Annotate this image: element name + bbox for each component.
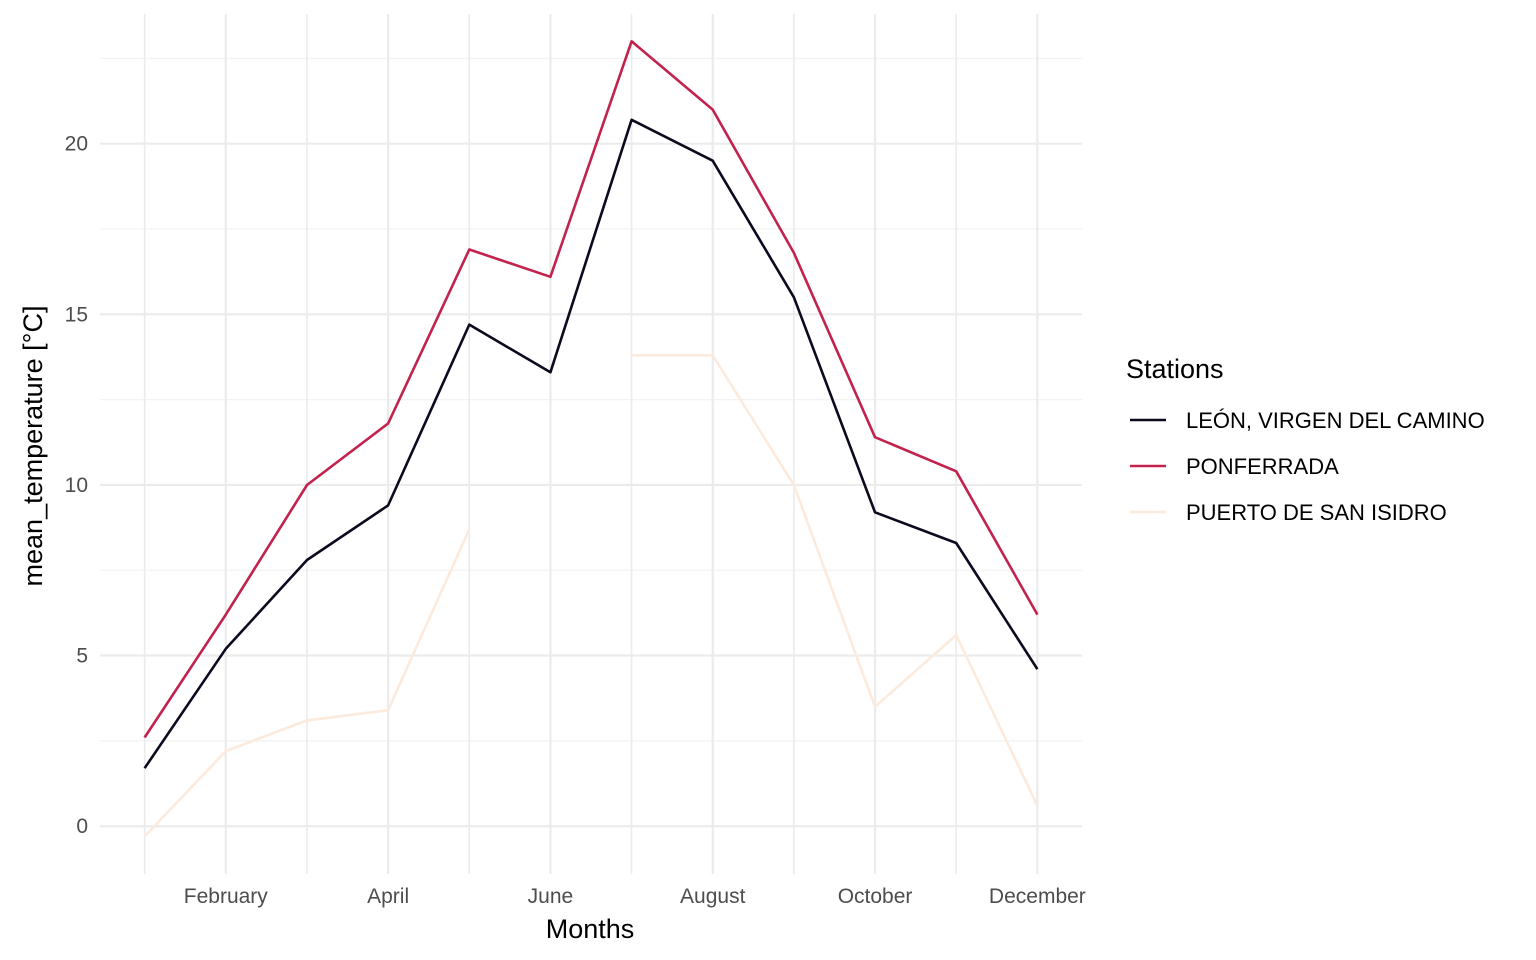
legend-title: Stations <box>1126 354 1224 384</box>
x-tick-label: October <box>838 885 913 908</box>
y-axis-tick-labels: 0 5 10 15 20 <box>65 133 88 839</box>
y-axis-title: mean_temperature [°C] <box>18 306 48 587</box>
x-tick-label: August <box>680 885 746 908</box>
series-line <box>143 354 1039 838</box>
minor-gridlines <box>100 57 1082 742</box>
major-gridlines <box>100 14 1082 874</box>
legend-item: LEÓN, VIRGEN DEL CAMINO <box>1130 408 1485 433</box>
y-tick-label: 10 <box>65 474 88 497</box>
series-lines <box>143 40 1039 838</box>
x-tick-label: June <box>528 885 574 908</box>
legend-item: PONFERRADA <box>1130 454 1339 479</box>
legend: Stations LEÓN, VIRGEN DEL CAMINO PONFERRA… <box>1126 354 1485 525</box>
legend-label: LEÓN, VIRGEN DEL CAMINO <box>1186 408 1485 433</box>
x-tick-label: April <box>367 885 409 908</box>
legend-label: PUERTO DE SAN ISIDRO <box>1186 500 1447 525</box>
series-line <box>143 40 1039 739</box>
legend-items: LEÓN, VIRGEN DEL CAMINO PONFERRADA PUERTO … <box>1130 408 1485 525</box>
y-tick-label: 5 <box>76 645 88 668</box>
y-tick-label: 15 <box>65 303 88 326</box>
y-tick-label: 20 <box>65 133 88 156</box>
legend-label: PONFERRADA <box>1186 454 1339 479</box>
x-axis-tick-labels: February April June August October December <box>184 885 1086 908</box>
x-tick-label: December <box>989 885 1086 908</box>
x-axis-title: Months <box>546 914 635 944</box>
legend-item: PUERTO DE SAN ISIDRO <box>1130 500 1447 525</box>
x-tick-label: February <box>184 885 269 908</box>
series-line <box>143 118 1039 769</box>
y-tick-label: 0 <box>76 815 88 838</box>
